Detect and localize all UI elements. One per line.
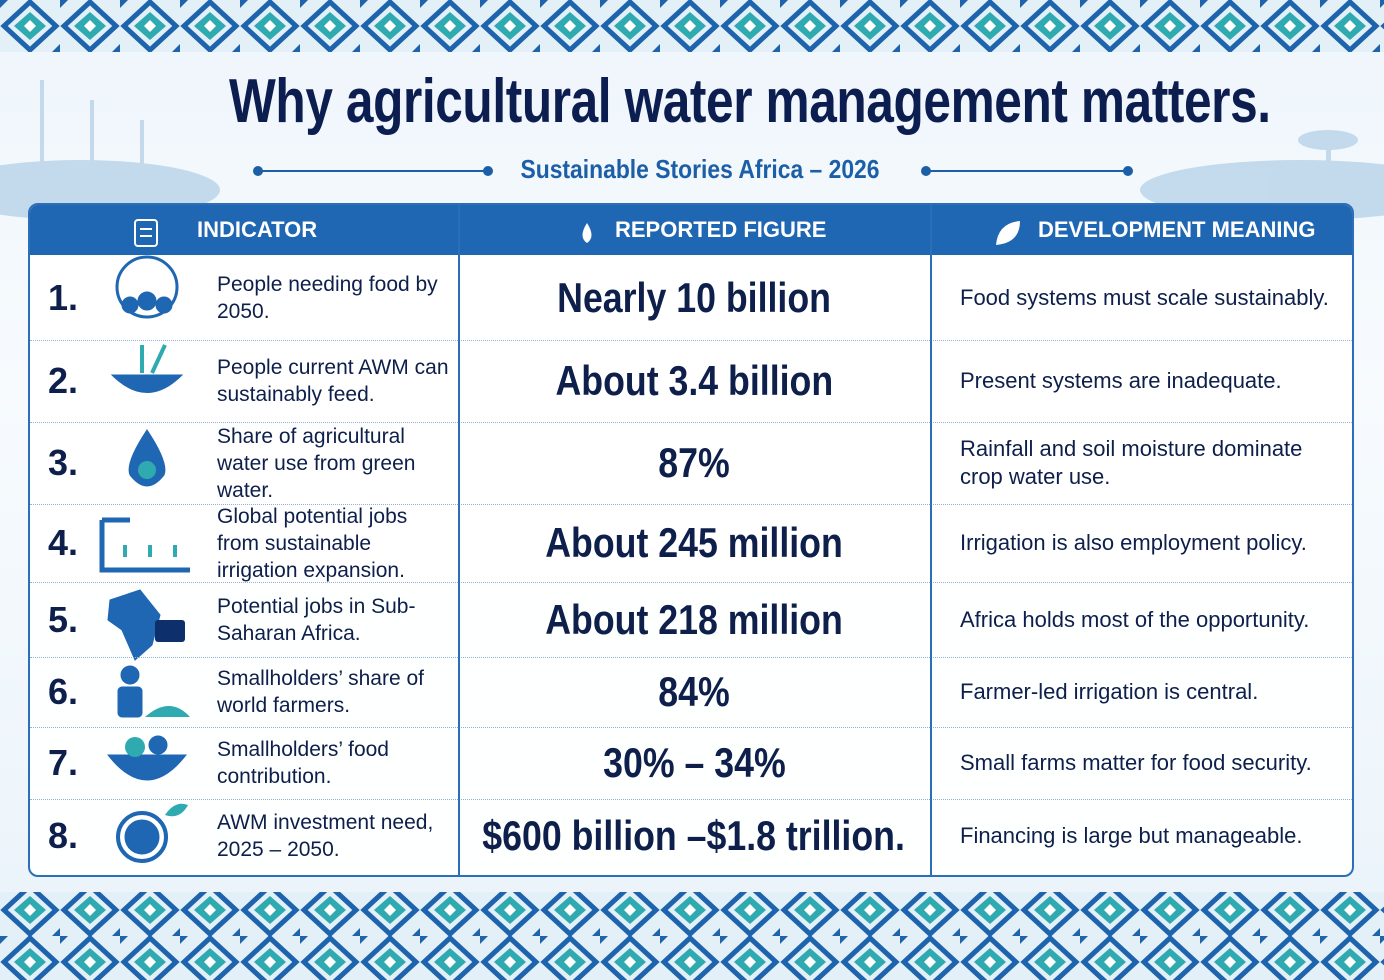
row-divider xyxy=(30,504,1352,505)
row-number: 4. xyxy=(48,522,79,563)
figure-cell: 87% xyxy=(458,422,930,504)
indicator: Share of agricultural water use from gre… xyxy=(217,424,416,502)
indicator: People needing food by 2050. xyxy=(217,272,438,323)
development-meaning: Irrigation is also employment policy. xyxy=(960,530,1307,555)
development-meaning: Food systems must scale sustainably. xyxy=(960,284,1329,310)
row-divider xyxy=(30,799,1352,800)
column-header: DEVELOPMENT MEANING xyxy=(1038,205,1316,255)
column-divider xyxy=(458,205,460,875)
row-number: 1. xyxy=(48,276,79,318)
reported-figure: Nearly 10 billion xyxy=(557,273,831,321)
indicator: Global potential jobs from sustainable i… xyxy=(217,504,408,582)
reported-figure: 84% xyxy=(658,668,730,715)
development-meaning: Financing is large but manageable. xyxy=(960,823,1303,848)
indicator: AWM investment need, 2025 – 2050. xyxy=(217,811,434,861)
development-meaning: Farmer-led irrigation is central. xyxy=(960,679,1259,704)
development-meaning: Rainfall and soil moisture dominate crop… xyxy=(960,436,1303,489)
figure-cell: 84% xyxy=(458,657,930,727)
row-number: 2. xyxy=(48,360,79,401)
row-number: 8. xyxy=(48,815,79,856)
column-divider xyxy=(930,205,932,875)
reported-figure: About 3.4 billion xyxy=(555,357,833,404)
icons xyxy=(99,219,1020,863)
figure-cell: About 218 million xyxy=(458,582,930,657)
row-number: 7. xyxy=(48,742,79,783)
development-meaning: Africa holds most of the opportunity. xyxy=(960,606,1310,632)
header-icons xyxy=(134,219,1020,247)
figure-cell: 30% – 34% xyxy=(458,727,930,799)
indicator: Potential jobs in Sub-Saharan Africa. xyxy=(217,594,416,645)
row-icons xyxy=(99,255,190,863)
development-meaning: Present systems are inadequate. xyxy=(960,368,1282,393)
row-divider xyxy=(30,340,1352,341)
reported-figure: About 218 million xyxy=(545,595,843,643)
figure-cell: About 3.4 billion xyxy=(458,340,930,422)
row-divider xyxy=(30,657,1352,658)
column-header: INDICATOR xyxy=(197,205,318,255)
row-number: 5. xyxy=(48,598,79,640)
figure-cell: $600 billion –$1.8 trillion. xyxy=(458,799,930,873)
development-meaning: Small farms matter for food security. xyxy=(960,750,1312,775)
row-divider xyxy=(30,582,1352,583)
top-border xyxy=(0,0,1384,52)
column-header: REPORTED FIGURE xyxy=(615,205,827,255)
table: INDICATOR REPORTED FIGURE DEVELOPMENT ME… xyxy=(28,203,1354,877)
title: Why agricultural water management matter… xyxy=(229,67,1271,136)
row-divider xyxy=(30,727,1352,728)
figure-cell: About 245 million xyxy=(458,504,930,582)
indicator: Smallholders’ share of world farmers. xyxy=(217,667,424,717)
indicator: People current AWM can sustainably feed. xyxy=(217,356,449,406)
reported-figure: $600 billion –$1.8 trillion. xyxy=(482,812,906,859)
row-divider xyxy=(30,422,1352,423)
figure-cell: Nearly 10 billion xyxy=(458,255,930,340)
subtitle: Sustainable Stories Africa – 2026 xyxy=(520,154,880,184)
indicator: Smallholders’ food contribution. xyxy=(217,738,389,788)
bottom-border xyxy=(0,892,1384,980)
subtitle-rule xyxy=(253,166,1133,176)
reported-figure: 30% – 34% xyxy=(602,739,786,786)
reported-figure: 87% xyxy=(658,439,730,486)
row-number: 6. xyxy=(48,671,79,712)
row-number: 3. xyxy=(48,442,79,483)
reported-figure: About 245 million xyxy=(545,519,843,566)
